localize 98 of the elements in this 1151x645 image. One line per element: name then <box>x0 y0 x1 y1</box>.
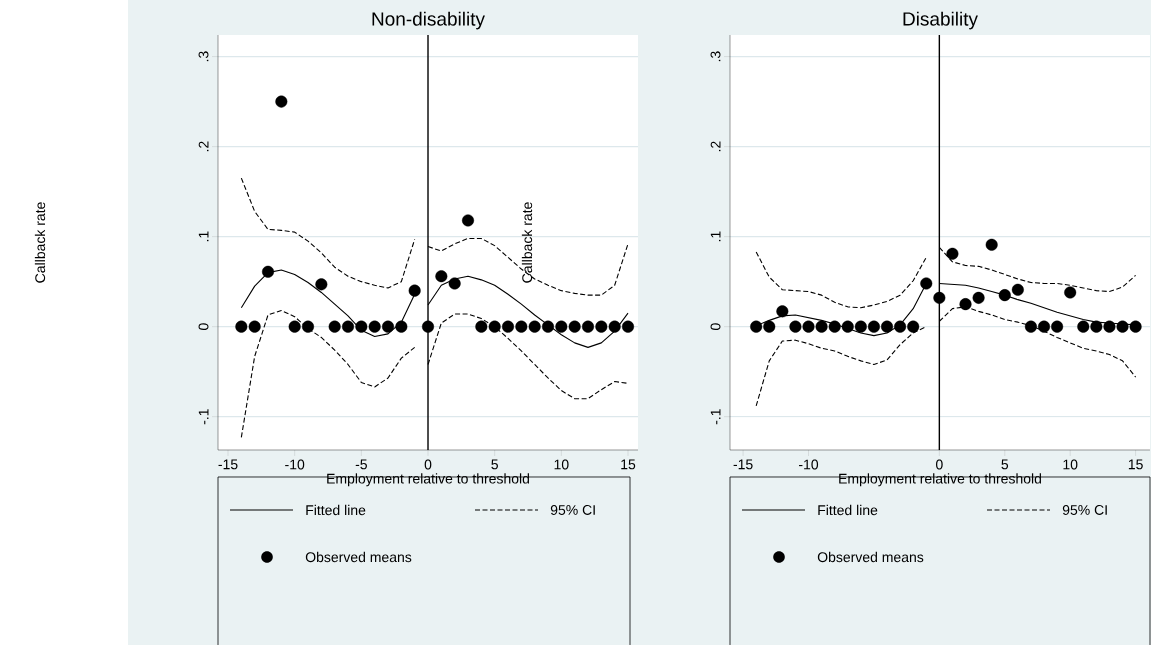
point <box>802 320 815 333</box>
point <box>328 320 341 333</box>
y-axis-title: Callback rate <box>521 202 533 283</box>
point <box>288 320 301 333</box>
point <box>608 320 621 333</box>
point <box>262 265 275 278</box>
point <box>907 320 920 333</box>
point <box>435 270 448 283</box>
y-tick-label: -.1 <box>710 409 721 425</box>
y-tick-label: 0 <box>710 323 721 330</box>
point <box>1103 320 1116 333</box>
point <box>854 320 867 333</box>
point <box>582 320 594 333</box>
point <box>235 320 248 333</box>
line-series <box>755 251 927 309</box>
point <box>867 320 880 333</box>
chart-title: Non-disability <box>372 11 485 30</box>
point <box>985 238 998 251</box>
point <box>1077 320 1090 333</box>
x-tick-label: 5 <box>491 459 498 470</box>
point <box>515 320 528 333</box>
legend-label: Fitted line <box>818 504 878 516</box>
point <box>622 320 634 333</box>
point <box>933 291 946 304</box>
point <box>382 320 395 333</box>
point <box>763 320 776 333</box>
point <box>422 320 435 333</box>
x-axis-title: Employment relative to threshold <box>327 473 530 487</box>
legend-label: 95% CI <box>1062 505 1107 515</box>
point <box>998 289 1011 302</box>
point <box>789 320 802 333</box>
y-tick-label: -.1 <box>198 409 209 425</box>
point <box>776 305 789 318</box>
point <box>1064 286 1077 299</box>
line-series <box>240 309 416 438</box>
point <box>408 284 421 297</box>
x-tick-label: 5 <box>1001 459 1009 470</box>
point <box>502 320 514 333</box>
point <box>1038 320 1051 333</box>
x-tick-label: -10 <box>799 459 819 470</box>
point <box>920 277 933 290</box>
legend-label: Observed means <box>817 551 924 563</box>
legend-label: Fitted line <box>306 504 366 516</box>
y-tick-label: .3 <box>198 51 209 62</box>
legend-label: Observed means <box>305 551 412 563</box>
point <box>462 214 474 227</box>
point <box>488 320 501 333</box>
point <box>475 320 488 333</box>
y-tick-label: .2 <box>198 141 209 152</box>
point <box>355 320 368 333</box>
point <box>368 320 381 333</box>
y-tick-label: 0 <box>198 323 209 330</box>
x-tick-label: -10 <box>285 459 305 470</box>
point <box>568 320 581 333</box>
point <box>528 320 541 333</box>
chart-title: Disability <box>903 11 978 30</box>
point <box>815 320 828 333</box>
point <box>542 320 554 333</box>
point <box>302 320 315 333</box>
point <box>555 320 568 333</box>
point <box>894 320 907 333</box>
point <box>841 320 854 333</box>
y-axis-title: Callback rate <box>34 202 46 283</box>
point <box>881 320 894 333</box>
point <box>595 320 608 333</box>
point <box>972 291 985 304</box>
point <box>959 298 972 311</box>
point <box>315 278 328 291</box>
point <box>1051 320 1064 333</box>
x-tick-label: 0 <box>936 459 943 470</box>
line-series <box>240 177 416 289</box>
point <box>946 247 959 260</box>
y-tick-label: .1 <box>710 231 721 242</box>
point <box>1129 320 1142 333</box>
point <box>395 320 408 333</box>
x-tick-label: 15 <box>1128 459 1143 470</box>
point <box>1116 320 1129 333</box>
point <box>248 320 261 333</box>
x-tick-label: 10 <box>554 459 569 470</box>
point <box>1090 320 1103 333</box>
point <box>342 320 355 333</box>
point <box>828 320 841 333</box>
x-tick-label: 10 <box>1063 459 1078 470</box>
x-tick-label: 15 <box>621 459 636 470</box>
point <box>448 277 461 290</box>
point <box>750 320 763 333</box>
point <box>1024 320 1037 333</box>
x-tick-label: -15 <box>733 459 753 470</box>
x-tick-label: 0 <box>424 459 432 470</box>
legend-label: 95% CI <box>550 505 595 515</box>
y-tick-label: .1 <box>198 231 209 242</box>
x-axis-title: Employment relative to threshold <box>839 473 1041 487</box>
x-tick-label: -5 <box>355 459 367 470</box>
y-tick-label: .3 <box>710 51 721 62</box>
point <box>275 95 288 108</box>
x-tick-label: -15 <box>218 459 238 470</box>
point <box>1011 283 1024 296</box>
y-tick-label: .2 <box>710 141 721 152</box>
